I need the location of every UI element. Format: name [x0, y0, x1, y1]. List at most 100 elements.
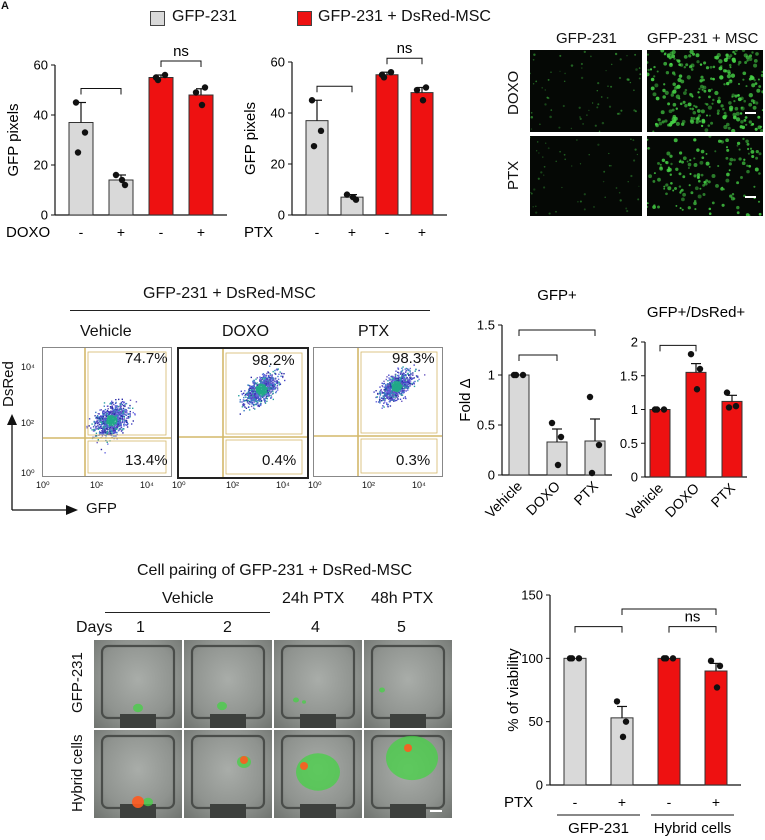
gfp-cell — [647, 202, 649, 205]
data-point — [118, 176, 126, 184]
flow-event — [95, 425, 97, 428]
flow-event — [269, 374, 272, 376]
legend-label-red: GFP-231 + DsRed-MSC — [318, 8, 491, 25]
flow-event — [266, 391, 268, 393]
gfp-cell — [758, 172, 761, 175]
gfp-cell — [647, 72, 650, 77]
gfp-cell — [705, 179, 709, 183]
flow-event — [120, 424, 122, 427]
gfp-cell — [547, 97, 550, 100]
gfp-cell — [696, 173, 701, 177]
scale-bar — [745, 196, 756, 198]
gfp-cell — [697, 114, 701, 118]
gfp-cell — [741, 125, 746, 130]
flow-event — [404, 374, 406, 376]
flow-event — [403, 385, 406, 388]
category-label: - — [159, 224, 164, 240]
flow-event — [103, 421, 105, 423]
flow-event — [243, 404, 245, 406]
flow-event — [413, 364, 415, 366]
flow-event — [386, 405, 389, 407]
flow-event — [109, 419, 112, 421]
flow-event — [248, 395, 250, 397]
gfp-cell — [604, 196, 606, 198]
flow-event — [113, 429, 115, 432]
gfp-cell — [660, 110, 665, 115]
gfp-cell — [748, 214, 751, 216]
gfp-cell — [700, 173, 704, 177]
flow-event — [390, 392, 393, 394]
gfp-cell — [705, 114, 709, 117]
flow-event — [104, 419, 106, 421]
gfp-cell — [751, 154, 755, 159]
flow-event — [108, 415, 110, 417]
flow-event — [238, 395, 240, 397]
flow-event — [124, 410, 126, 412]
flow-event — [124, 421, 126, 423]
flow-event — [254, 399, 256, 401]
flow-event — [257, 389, 260, 391]
flow-event — [106, 433, 108, 436]
gfp-cell — [697, 91, 700, 94]
flow-event — [117, 410, 119, 413]
flow-event — [116, 406, 118, 409]
flow-ytick-1e2: 10² — [21, 418, 35, 428]
flow-event — [105, 425, 107, 427]
flow-event — [115, 431, 118, 434]
flow-event — [407, 372, 409, 375]
flow-event — [397, 390, 399, 393]
flow-event — [100, 422, 103, 424]
flow-event — [103, 414, 105, 416]
flow-event — [390, 381, 393, 383]
y-tick-label: 0.5 — [477, 418, 495, 433]
flow-event — [403, 374, 406, 377]
flow-event — [259, 393, 261, 396]
flow-event — [114, 419, 116, 421]
flow-event — [384, 393, 386, 395]
group-label: Hybrid cells — [654, 820, 732, 837]
gfp-cell — [625, 207, 628, 210]
gfp-cell — [726, 81, 730, 86]
flow-event — [407, 382, 409, 384]
flow-event — [106, 425, 108, 427]
gfp-cell — [733, 52, 737, 56]
flow-event — [92, 430, 95, 432]
flow-event — [397, 379, 399, 381]
flow-event — [111, 426, 113, 428]
gfp-cell — [683, 65, 687, 69]
gfp-cell — [638, 77, 641, 80]
gfp-cell — [725, 53, 729, 57]
flow-event — [125, 414, 128, 416]
flow-event — [409, 376, 411, 378]
gfp-cell — [695, 105, 698, 109]
flow-event — [254, 387, 256, 390]
flow-event — [387, 398, 390, 400]
gfp-cell — [652, 92, 657, 97]
gfp-cell — [705, 103, 709, 106]
gfp-cell — [736, 141, 741, 146]
gfp-cell — [694, 186, 699, 191]
flow-event — [257, 405, 259, 407]
gfp-cell — [741, 161, 746, 166]
flow-event — [271, 377, 274, 379]
flow-event — [398, 380, 401, 382]
data-point — [687, 350, 695, 358]
flow-event — [248, 384, 250, 387]
gfp-cell — [579, 116, 581, 118]
flow-event — [278, 381, 280, 384]
gfp-cell — [671, 108, 675, 112]
flow-event — [107, 430, 109, 433]
flow-event — [120, 401, 123, 404]
gfp-cell — [741, 50, 746, 52]
flow-event — [117, 416, 120, 418]
dsred-cell — [132, 796, 144, 808]
flow-event — [117, 408, 119, 410]
flow-event — [113, 425, 116, 428]
scale-bar — [745, 112, 756, 114]
flow-event — [239, 399, 241, 401]
flow-event — [252, 392, 254, 394]
flow-event — [407, 389, 409, 391]
flow-event — [253, 383, 256, 385]
gfp-cell — [683, 91, 687, 95]
gfp-cell — [689, 65, 693, 69]
